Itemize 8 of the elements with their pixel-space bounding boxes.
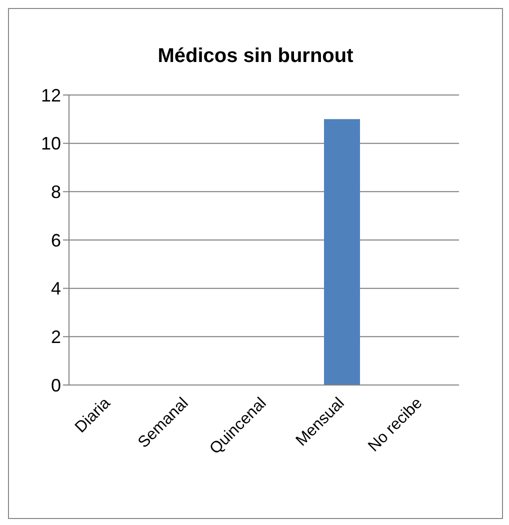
y-tick-label: 6 — [50, 230, 61, 250]
y-tick-label: 4 — [50, 278, 61, 299]
y-tick-label: 10 — [40, 134, 61, 154]
y-tick-label: 0 — [50, 375, 61, 396]
y-tick-label: 8 — [50, 182, 61, 202]
y-tick-label: 2 — [50, 327, 61, 348]
y-tick-label: 12 — [40, 85, 61, 106]
chart-title: Médicos sin burnout — [156, 45, 354, 69]
